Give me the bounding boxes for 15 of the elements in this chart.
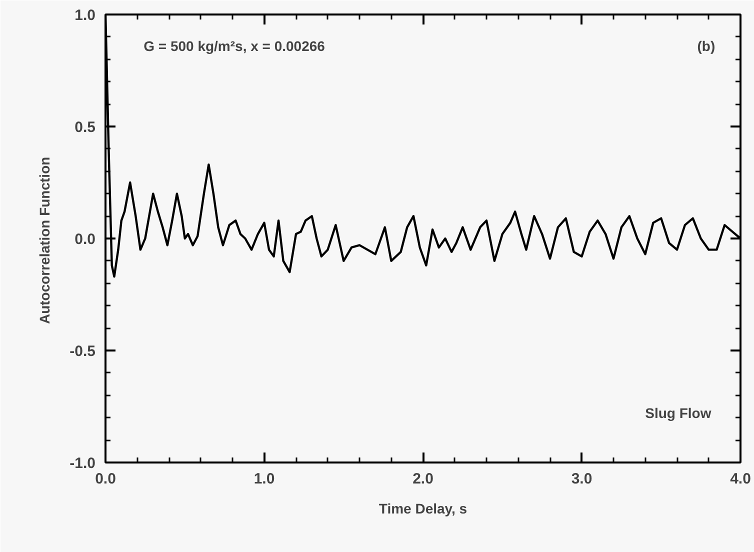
y-tick-label: -0.5: [70, 343, 96, 360]
y-tick-label: 0.0: [74, 231, 96, 248]
annotation: (b): [697, 38, 716, 54]
x-tick-label: 1.0: [254, 470, 275, 488]
y-axis-title: Autocorrelation Function: [36, 156, 53, 324]
x-tick-label: 3.0: [571, 470, 592, 488]
x-axis-title: Time Delay, s: [378, 500, 468, 516]
x-tick-label: 4.0: [730, 470, 751, 488]
annotation: G = 500 kg/m²s, x = 0.00266: [144, 38, 326, 54]
y-tick-label: 1.0: [74, 7, 96, 24]
annotation: Slug Flow: [645, 405, 712, 422]
y-tick-label: -1.0: [70, 455, 96, 472]
y-tick-label: 0.5: [74, 119, 96, 136]
x-tick-label: 0.0: [95, 470, 116, 488]
x-tick-label: 2.0: [412, 470, 434, 488]
